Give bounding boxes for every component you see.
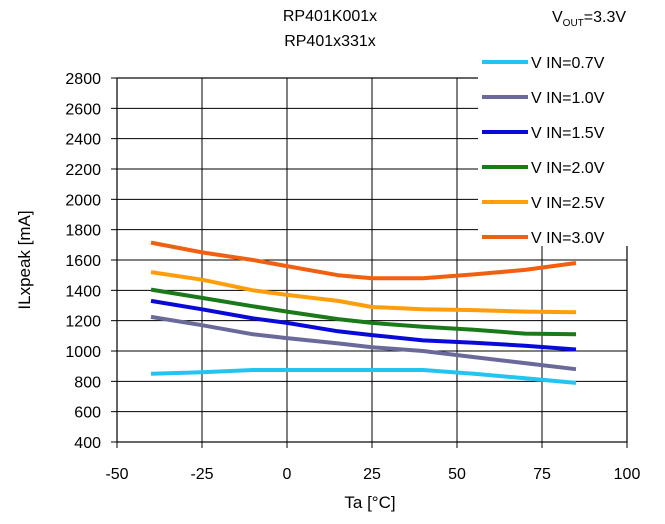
y-tick-label: 600 (74, 405, 101, 422)
series-layer (150, 240, 577, 385)
legend-label: V IN=2.5V (531, 195, 605, 212)
y-tick-label: 1000 (65, 344, 101, 361)
condition-prefix: V (552, 9, 563, 26)
x-tick-label: -50 (105, 466, 128, 483)
x-tick-label: -25 (190, 466, 213, 483)
y-tick-label: 1400 (65, 283, 101, 300)
y-tick-label: 2800 (65, 71, 101, 88)
chart-title-line-1: RP401K001x (282, 8, 378, 25)
x-tick-label: 50 (448, 466, 466, 483)
legend-label: V IN=0.7V (531, 55, 605, 72)
y-tick-label: 2600 (65, 101, 101, 118)
series-line (150, 287, 577, 337)
output-voltage-condition: VOUT=3.3V (552, 9, 626, 29)
series-line (150, 298, 577, 352)
series-line (150, 270, 577, 315)
y-axis-title: ILxpeak [mA] (15, 210, 34, 309)
condition-suffix: =3.3V (583, 9, 627, 26)
axis-labels: 4006008001000120014001600180020002200240… (15, 71, 640, 512)
y-tick-label: 1600 (65, 253, 101, 270)
series-line (150, 240, 577, 281)
y-tick-label: 2000 (65, 192, 101, 209)
y-tick-label: 1200 (65, 314, 101, 331)
chart-legend: V IN=0.7V V IN=1.0V V IN=1.5V V IN=2.0V V IN… (478, 43, 628, 247)
x-tick-label: 0 (283, 466, 292, 483)
y-tick-label: 400 (74, 435, 101, 452)
legend-label: V IN=1.5V (531, 125, 605, 142)
plot-frame (116, 77, 628, 443)
condition-subscript: OUT (562, 18, 584, 30)
series-line (150, 368, 577, 385)
y-tick-label: 1800 (65, 223, 101, 240)
x-tick-label: 25 (363, 466, 381, 483)
x-axis-title: Ta [°C] (344, 493, 395, 512)
legend-background (478, 43, 628, 246)
y-tick-label: 800 (74, 374, 101, 391)
x-tick-label: 100 (614, 466, 641, 483)
legend-label: V IN=2.0V (531, 160, 605, 177)
legend-label: V IN=3.0V (531, 230, 605, 247)
x-tick-label: 75 (533, 466, 551, 483)
series-line (150, 314, 577, 372)
legend-label: V IN=1.0V (531, 90, 605, 107)
chart-axes (111, 77, 628, 448)
y-tick-label: 2200 (65, 162, 101, 179)
chart-title-line-2: RP401x331x (284, 33, 376, 50)
y-tick-label: 2400 (65, 132, 101, 149)
